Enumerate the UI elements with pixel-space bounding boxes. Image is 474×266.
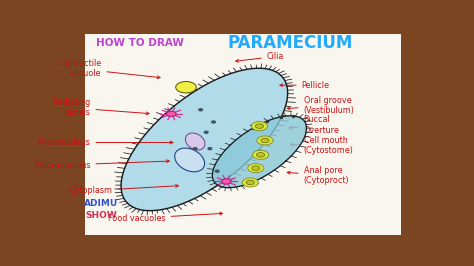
Polygon shape xyxy=(121,68,288,211)
Circle shape xyxy=(212,121,215,123)
Circle shape xyxy=(176,81,196,93)
Text: Anal pore
(Cytoproct): Anal pore (Cytoproct) xyxy=(287,166,349,185)
Text: Cytoplasm: Cytoplasm xyxy=(70,185,178,195)
Circle shape xyxy=(215,170,219,172)
Text: SHOW: SHOW xyxy=(86,211,118,220)
Text: Cilia: Cilia xyxy=(236,52,284,62)
Text: Food vacuoles: Food vacuoles xyxy=(108,212,222,223)
Circle shape xyxy=(199,109,202,111)
Text: Cell mouth
(Cytostome): Cell mouth (Cytostome) xyxy=(291,136,354,155)
Circle shape xyxy=(204,131,208,133)
Text: Macronucleus: Macronucleus xyxy=(35,160,169,169)
Ellipse shape xyxy=(185,133,205,150)
Text: Pellicle: Pellicle xyxy=(280,81,330,90)
Text: ADIMU: ADIMU xyxy=(84,200,118,209)
Text: Micronucleus: Micronucleus xyxy=(38,138,173,147)
Text: Contractile
vacuole: Contractile vacuole xyxy=(57,59,160,79)
Circle shape xyxy=(242,178,258,187)
Circle shape xyxy=(251,122,267,131)
Circle shape xyxy=(166,111,176,117)
Circle shape xyxy=(193,148,197,150)
Circle shape xyxy=(255,124,264,128)
Circle shape xyxy=(208,148,212,150)
Circle shape xyxy=(261,138,269,143)
Circle shape xyxy=(248,164,264,173)
Circle shape xyxy=(252,166,260,171)
Circle shape xyxy=(253,150,269,159)
Text: PARAMECIUM: PARAMECIUM xyxy=(228,34,354,52)
Circle shape xyxy=(257,136,273,145)
Circle shape xyxy=(246,180,255,185)
Ellipse shape xyxy=(175,148,205,172)
Circle shape xyxy=(222,179,231,184)
Polygon shape xyxy=(212,116,307,188)
Text: Buccal
Overture: Buccal Overture xyxy=(289,115,339,135)
Text: Radiating
canals: Radiating canals xyxy=(52,98,149,117)
Text: Oral groove
(Vestibulum): Oral groove (Vestibulum) xyxy=(287,96,355,115)
FancyBboxPatch shape xyxy=(85,34,401,235)
Circle shape xyxy=(256,153,264,157)
Text: HOW TO DRAW: HOW TO DRAW xyxy=(96,38,184,48)
